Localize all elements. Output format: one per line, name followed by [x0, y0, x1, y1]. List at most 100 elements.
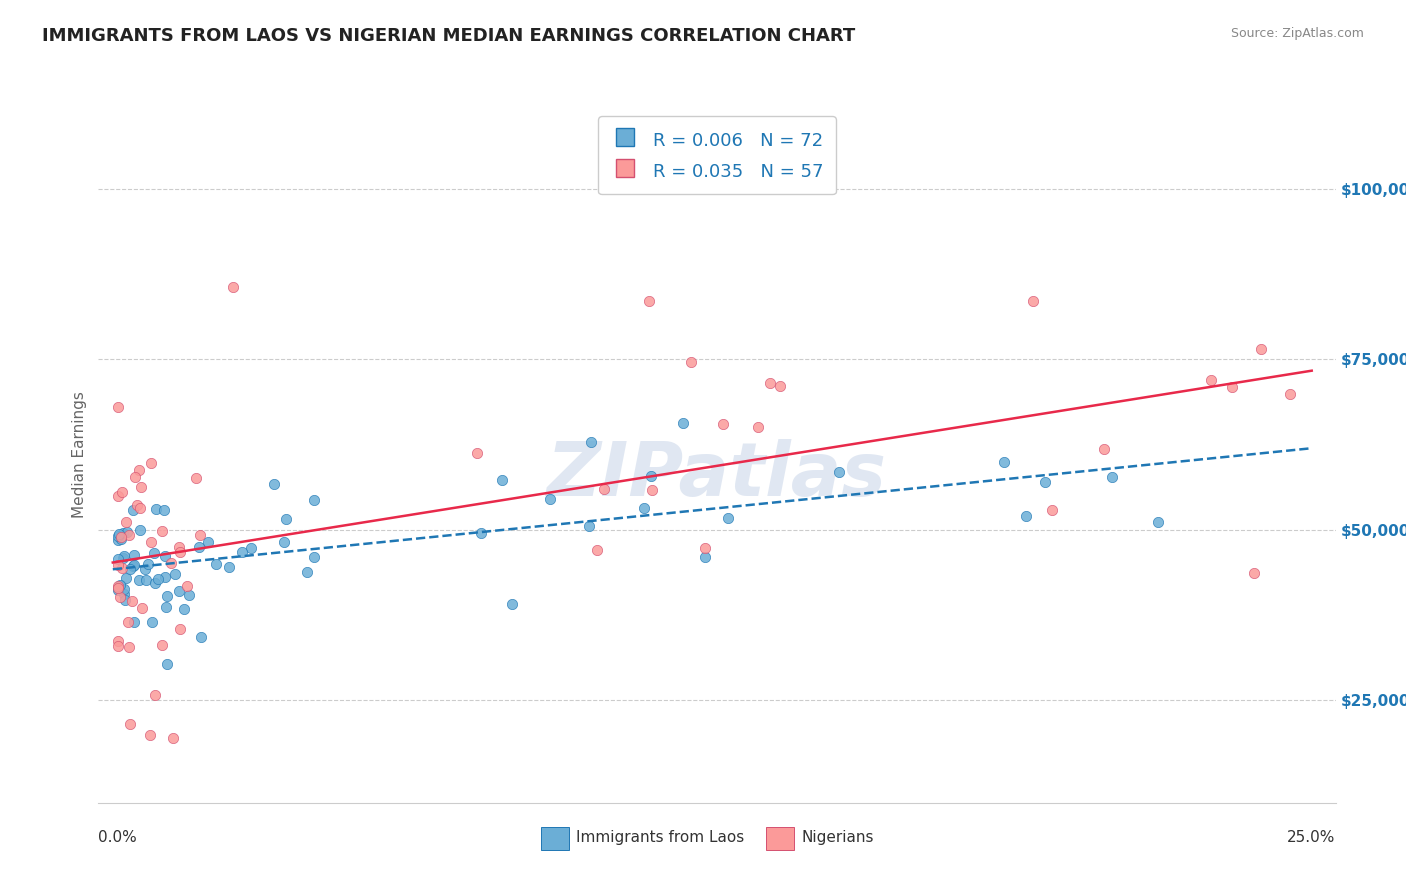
- Point: [111, 484, 134, 499]
- Text: 0.0%: 0.0%: [98, 830, 138, 845]
- Point: [122, 558, 145, 573]
- Legend: R = 0.006   N = 72, R = 0.035   N = 57: R = 0.006 N = 72, R = 0.035 N = 57: [599, 116, 835, 194]
- Point: [129, 501, 152, 516]
- Y-axis label: Median Earnings: Median Earnings: [72, 392, 87, 518]
- Point: [156, 589, 179, 603]
- Point: [111, 526, 134, 541]
- Point: [107, 582, 129, 596]
- Point: [107, 529, 129, 543]
- Point: [155, 600, 177, 615]
- Point: [114, 592, 136, 607]
- Point: [107, 582, 129, 597]
- Point: [173, 602, 195, 616]
- Point: [117, 615, 139, 630]
- Point: [153, 503, 176, 517]
- Point: [114, 571, 136, 585]
- Point: [148, 572, 170, 586]
- Point: [131, 601, 153, 615]
- Point: [717, 511, 740, 525]
- Point: [107, 400, 129, 414]
- Point: [110, 578, 132, 592]
- Point: [465, 446, 488, 460]
- Point: [828, 465, 851, 479]
- Point: [114, 587, 136, 601]
- Point: [491, 474, 513, 488]
- Point: [111, 550, 134, 565]
- Point: [107, 552, 129, 566]
- Point: [993, 455, 1015, 469]
- Point: [121, 558, 143, 573]
- Point: [222, 279, 245, 293]
- Point: [160, 557, 183, 571]
- Point: [155, 549, 177, 563]
- Point: [188, 527, 211, 541]
- Point: [143, 546, 166, 560]
- Point: [470, 525, 492, 540]
- Point: [107, 527, 129, 541]
- Point: [1101, 470, 1123, 484]
- Text: Immigrants from Laos: Immigrants from Laos: [576, 830, 745, 845]
- Point: [711, 417, 734, 431]
- Point: [141, 615, 163, 629]
- Point: [129, 479, 152, 493]
- Point: [1040, 502, 1063, 516]
- Point: [176, 578, 198, 592]
- Point: [190, 630, 212, 644]
- Point: [143, 575, 166, 590]
- Point: [273, 535, 295, 549]
- Point: [117, 527, 139, 541]
- Point: [107, 558, 129, 573]
- Text: 25.0%: 25.0%: [1288, 830, 1336, 845]
- Point: [581, 435, 603, 450]
- Text: ZIPatlas: ZIPatlas: [547, 439, 887, 512]
- Point: [693, 541, 716, 556]
- Point: [169, 545, 191, 559]
- Point: [1199, 374, 1222, 388]
- Point: [758, 376, 780, 390]
- Point: [118, 717, 141, 731]
- Point: [747, 420, 769, 434]
- Point: [112, 549, 135, 564]
- Point: [640, 468, 662, 483]
- Point: [156, 657, 179, 671]
- Point: [135, 573, 157, 587]
- Point: [295, 565, 318, 579]
- Point: [538, 491, 561, 506]
- Point: [1022, 293, 1045, 308]
- Point: [681, 355, 703, 369]
- Point: [1014, 509, 1036, 524]
- Point: [115, 515, 138, 529]
- Point: [1033, 475, 1056, 489]
- Point: [112, 582, 135, 596]
- Point: [169, 622, 191, 636]
- Point: [108, 590, 131, 604]
- Point: [134, 562, 156, 576]
- Point: [593, 483, 616, 497]
- Text: IMMIGRANTS FROM LAOS VS NIGERIAN MEDIAN EARNINGS CORRELATION CHART: IMMIGRANTS FROM LAOS VS NIGERIAN MEDIAN …: [42, 27, 855, 45]
- Point: [167, 540, 190, 554]
- Point: [769, 378, 792, 392]
- Point: [107, 633, 129, 648]
- Point: [167, 583, 190, 598]
- Point: [128, 523, 150, 537]
- Point: [107, 581, 129, 595]
- Point: [501, 597, 523, 611]
- Point: [197, 535, 219, 549]
- Point: [107, 640, 129, 654]
- Point: [231, 545, 253, 559]
- Point: [165, 566, 187, 581]
- Point: [118, 562, 141, 576]
- Point: [274, 512, 297, 526]
- Point: [124, 470, 146, 484]
- Point: [641, 483, 664, 497]
- Point: [115, 524, 138, 539]
- Point: [633, 501, 655, 516]
- Point: [204, 557, 226, 571]
- Point: [110, 530, 132, 544]
- Text: Source: ZipAtlas.com: Source: ZipAtlas.com: [1230, 27, 1364, 40]
- Point: [638, 294, 661, 309]
- Point: [118, 640, 141, 654]
- Point: [136, 557, 159, 571]
- Point: [586, 543, 609, 558]
- Point: [107, 489, 129, 503]
